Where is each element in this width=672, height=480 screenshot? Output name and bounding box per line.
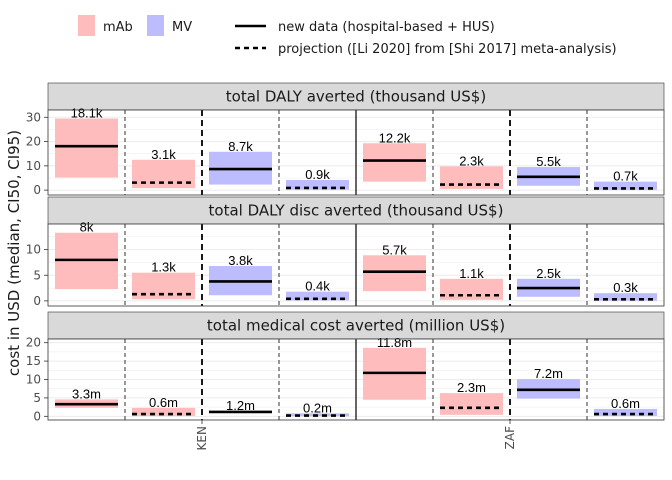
panel-border [47, 223, 665, 307]
data-label: 3.3m [72, 386, 101, 401]
panel-border [47, 109, 665, 196]
y-axis-title: cost in USD (median, CI50, CI95) [5, 130, 23, 376]
data-label: 2.3k [459, 153, 484, 168]
data-label: 1.3k [151, 260, 176, 275]
legend-key-mAb [78, 15, 95, 36]
y-tick-label: 5 [33, 268, 41, 282]
data-label: 12.2k [379, 130, 411, 145]
y-tick-label: 0 [33, 183, 41, 197]
ci-bar [363, 255, 426, 292]
data-label: 0.4k [305, 279, 330, 294]
y-tick-label: 0 [33, 294, 41, 308]
panel-border [47, 338, 665, 421]
data-label: 8.7k [228, 139, 253, 154]
ci-bar [55, 118, 118, 178]
y-tick-label: 10 [26, 243, 41, 257]
ci-bar [286, 291, 349, 301]
legend-label-MV: MV [172, 20, 192, 35]
data-label: 11.8m [377, 335, 412, 350]
data-label: 0.3k [613, 280, 638, 295]
facet-panel: total medical cost averted (million US$)… [26, 311, 665, 423]
y-tick-label: 20 [26, 336, 41, 350]
ci-bar [440, 393, 503, 415]
data-label: 5.5k [536, 154, 561, 169]
y-tick-label: 0 [33, 409, 41, 423]
legend-key-MV [147, 15, 164, 36]
y-tick-label: 10 [26, 373, 41, 387]
data-label: 18.1k [71, 106, 103, 121]
data-label: 0.7k [613, 169, 638, 184]
legend-label-mAb: mAb [103, 20, 133, 35]
legend-label-projection: projection ([Li 2020] from [Shi 2017] me… [278, 42, 617, 57]
data-label: 7.2m [534, 366, 563, 381]
ci-bar [132, 407, 195, 416]
data-label: 8k [80, 220, 94, 235]
ci-bar [594, 293, 657, 301]
facet-panels: total DALY averted (thousand US$) 0 10 20 30… [26, 82, 665, 450]
data-label: 1.1k [459, 266, 484, 281]
data-label: 5.7k [382, 242, 407, 257]
legend-label-new-data: new data (hospital-based + HUS) [278, 20, 495, 35]
facet-title: total DALY disc averted (thousand US$) [209, 202, 504, 220]
facet-title: total medical cost averted (million US$) [207, 317, 505, 335]
data-label: 2.3m [457, 380, 486, 395]
y-tick-label: 20 [26, 135, 41, 149]
data-label: 0.9k [305, 167, 330, 182]
x-tick-label-country: KEN [195, 426, 209, 450]
facet-panel: total DALY averted (thousand US$) 0 10 20 30… [26, 82, 665, 197]
facet-panel: total DALY disc averted (thousand US$) 0 5… [26, 196, 665, 308]
y-tick-label: 30 [26, 110, 41, 124]
data-label: 0.6m [611, 396, 640, 411]
x-tick-label-country: ZAF [503, 426, 517, 449]
y-tick-label: 10 [26, 159, 41, 173]
data-label: 0.6m [149, 395, 178, 410]
y-tick-label: 5 [33, 391, 41, 405]
y-tick-label: 15 [26, 354, 41, 368]
facet-strip [47, 311, 665, 340]
data-label: 1.2m [226, 398, 255, 413]
data-label: 3.1k [151, 147, 176, 162]
ci-bar [132, 159, 195, 189]
ci-bar [363, 143, 426, 182]
data-label: 3.8k [228, 253, 253, 268]
data-label: 0.2m [303, 400, 332, 415]
data-label: 2.5k [536, 266, 561, 281]
facet-title: total DALY averted (thousand US$) [226, 88, 486, 106]
legend: mAb MV new data (hospital-based + HUS) p… [78, 15, 617, 57]
ci-bar [286, 179, 349, 190]
ci-bar [594, 181, 657, 190]
ci-bar [594, 408, 657, 416]
facet-strip [47, 196, 665, 225]
ci-bar [440, 278, 503, 300]
